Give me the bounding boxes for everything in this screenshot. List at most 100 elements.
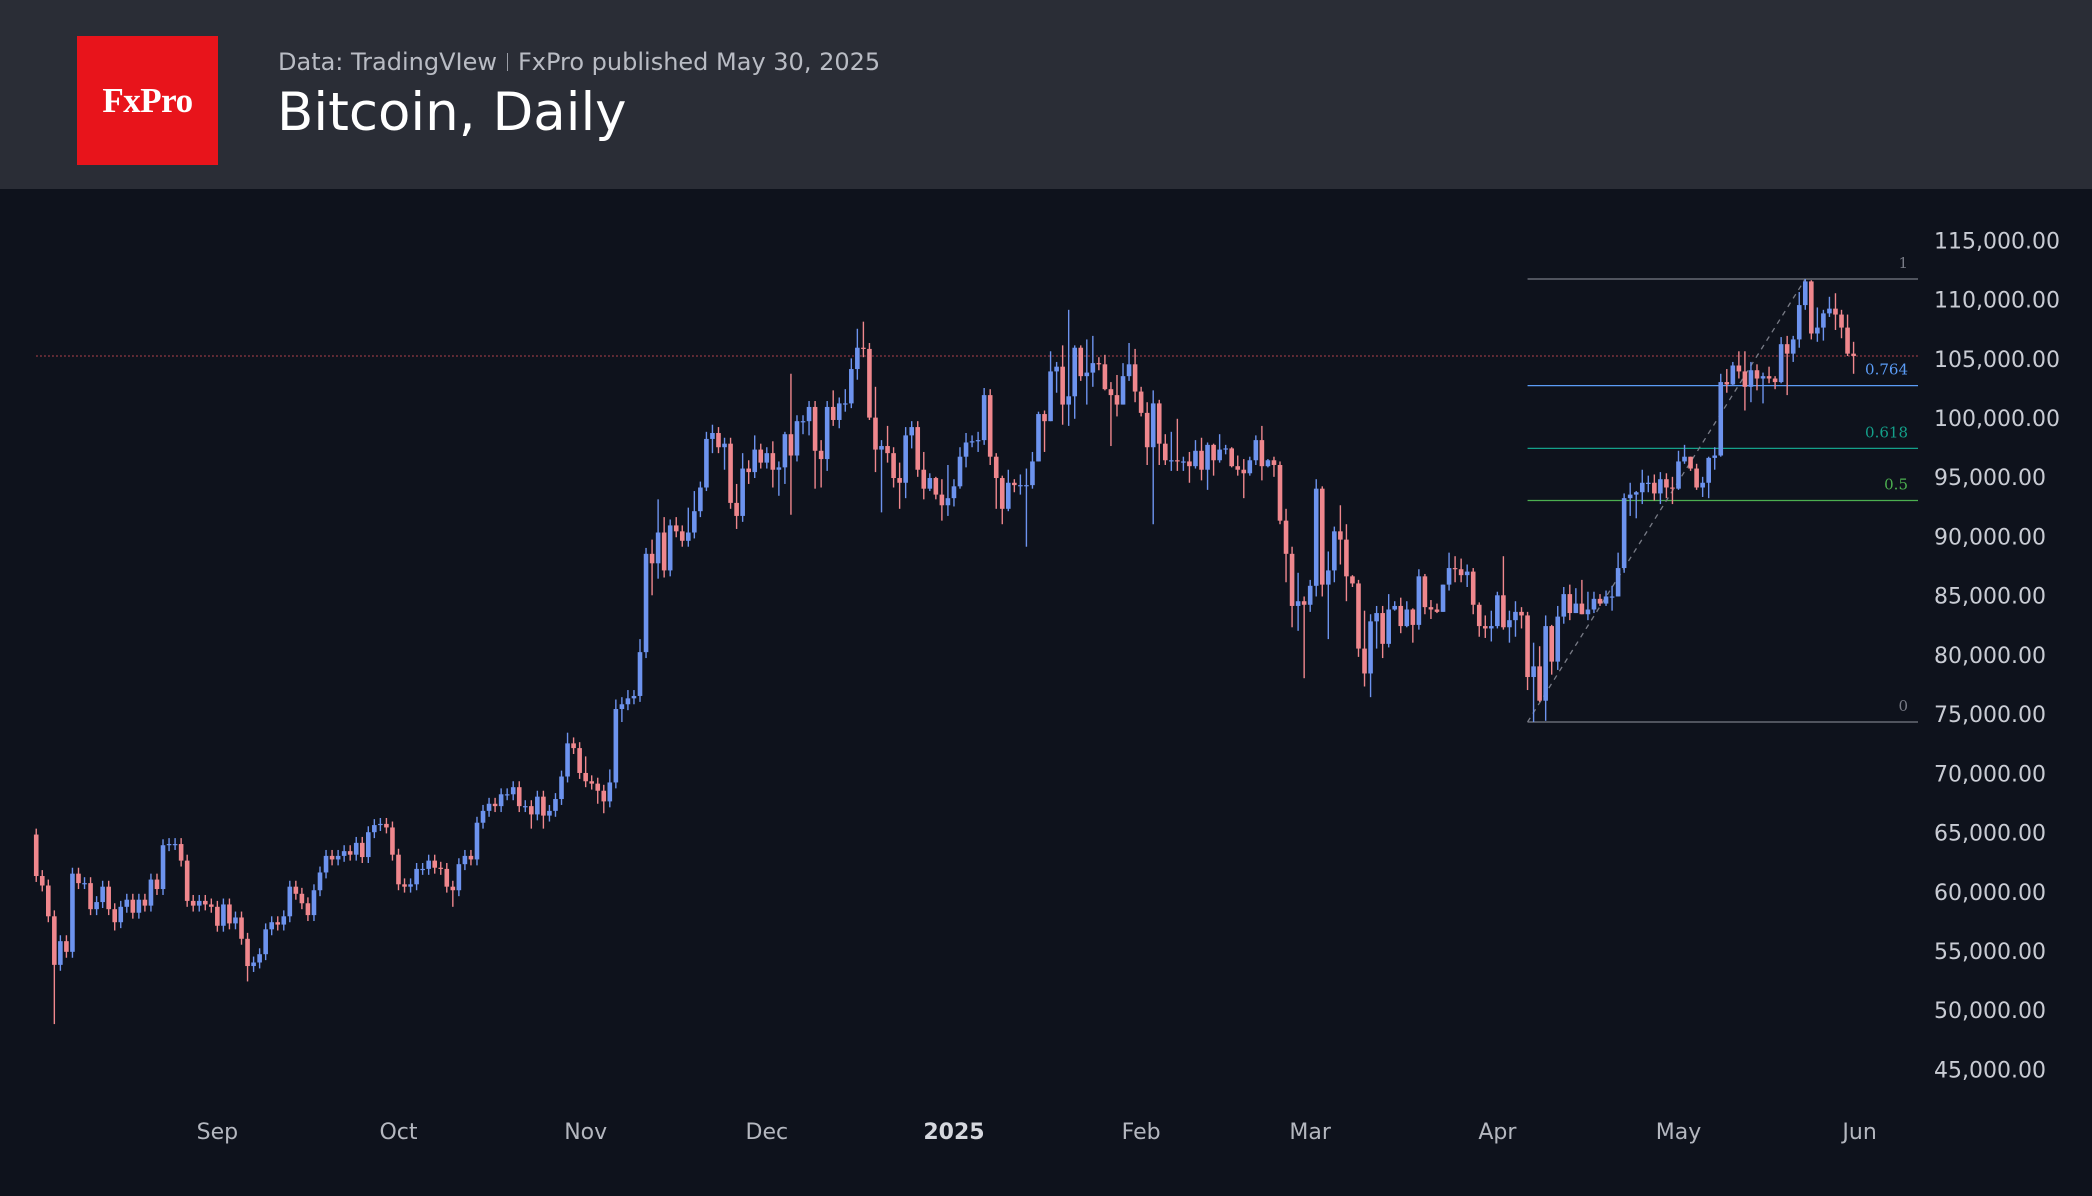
candle-body bbox=[595, 783, 601, 791]
candle-body bbox=[1652, 482, 1657, 494]
candle-body bbox=[335, 855, 341, 860]
candle-body bbox=[1398, 605, 1404, 627]
candle-body bbox=[704, 438, 709, 488]
candle-body bbox=[752, 449, 758, 473]
y-tick-label: 45,000.00 bbox=[1934, 1058, 2046, 1083]
candle-body bbox=[317, 872, 323, 891]
candle-body bbox=[975, 440, 981, 442]
candle-body bbox=[1042, 414, 1047, 422]
candle-body bbox=[148, 879, 154, 906]
candle-body bbox=[849, 369, 854, 404]
y-tick-label: 110,000.00 bbox=[1934, 289, 2060, 314]
y-tick-label: 85,000.00 bbox=[1934, 585, 2046, 610]
candle-body bbox=[1338, 531, 1343, 540]
fib-label: 0.764 bbox=[1865, 361, 1908, 379]
chart-title: Bitcoin, Daily bbox=[277, 82, 627, 143]
candle-body bbox=[541, 796, 546, 816]
candle-body bbox=[939, 494, 945, 506]
candle-body bbox=[1573, 603, 1579, 614]
candle-body bbox=[154, 879, 160, 890]
candle-body bbox=[1211, 444, 1216, 461]
candle-body bbox=[951, 486, 957, 499]
candle-body bbox=[269, 922, 274, 930]
candle-body bbox=[921, 469, 927, 489]
fib-label: 0.5 bbox=[1884, 476, 1908, 494]
candle-body bbox=[1030, 461, 1035, 486]
candle-body bbox=[836, 403, 842, 420]
candle-body bbox=[619, 704, 625, 710]
candle-body bbox=[1223, 448, 1228, 450]
candle-body bbox=[740, 468, 745, 516]
candle-body bbox=[172, 844, 178, 846]
candle-body bbox=[1664, 479, 1669, 488]
candle-body bbox=[341, 851, 347, 856]
candle-body bbox=[160, 845, 166, 890]
candle-body bbox=[396, 854, 401, 885]
candle-body bbox=[402, 884, 407, 887]
candle-body bbox=[559, 776, 564, 800]
candle-body bbox=[1712, 455, 1718, 458]
candle-body bbox=[1458, 569, 1464, 576]
candle-body bbox=[1283, 520, 1289, 554]
x-tick-label: Nov bbox=[564, 1120, 607, 1145]
x-tick-label: Apr bbox=[1478, 1120, 1517, 1145]
candle-body bbox=[1078, 347, 1084, 377]
meta: Data: TradingVIew FxPro published May 30,… bbox=[278, 48, 880, 76]
candle-body bbox=[1706, 457, 1711, 483]
candle-body bbox=[583, 772, 588, 782]
candle-body bbox=[824, 406, 830, 460]
candle-body bbox=[764, 453, 770, 463]
candle-body bbox=[1156, 403, 1162, 444]
y-tick-label: 75,000.00 bbox=[1934, 703, 2046, 728]
candle-body bbox=[257, 954, 262, 963]
candle-body bbox=[221, 904, 226, 926]
candle-body bbox=[1277, 464, 1283, 521]
candle-body bbox=[1766, 376, 1772, 379]
candle-body bbox=[1289, 553, 1295, 606]
candle-body bbox=[64, 941, 69, 952]
candle-body bbox=[1126, 364, 1132, 377]
candle-body bbox=[1199, 450, 1204, 470]
candle-body bbox=[879, 446, 884, 450]
candle-body bbox=[498, 794, 504, 807]
candle-body bbox=[1036, 414, 1041, 462]
candle-body bbox=[1319, 488, 1325, 585]
candle-body bbox=[1501, 595, 1506, 628]
candle-body bbox=[999, 478, 1005, 509]
candle-body bbox=[1603, 596, 1609, 604]
candle-body bbox=[130, 899, 136, 913]
candle-body bbox=[535, 796, 540, 815]
candle-body bbox=[1591, 598, 1597, 610]
candle-body bbox=[770, 453, 776, 470]
candle-body bbox=[1374, 613, 1379, 622]
candle-body bbox=[1646, 482, 1651, 484]
y-tick-label: 90,000.00 bbox=[1934, 525, 2046, 550]
candle-body bbox=[1181, 461, 1186, 463]
candle-body bbox=[202, 900, 208, 905]
candle-body bbox=[1108, 389, 1114, 396]
x-tick-label: Dec bbox=[746, 1120, 789, 1145]
candle-body bbox=[166, 844, 172, 846]
candle-body bbox=[1434, 609, 1440, 612]
candle-body bbox=[1307, 585, 1313, 605]
candle-body bbox=[1476, 604, 1482, 627]
candle-body bbox=[1205, 444, 1210, 470]
candle-body bbox=[861, 347, 866, 349]
candle-body bbox=[1531, 666, 1536, 678]
candle-body bbox=[438, 867, 444, 869]
candle-body bbox=[426, 860, 431, 869]
candle-body bbox=[1839, 314, 1844, 328]
candle-body bbox=[1144, 412, 1150, 448]
candle-body bbox=[1718, 382, 1724, 456]
separator bbox=[506, 53, 508, 71]
candle-body bbox=[1730, 365, 1736, 385]
candle-body bbox=[1796, 305, 1802, 340]
candle-body bbox=[734, 502, 739, 516]
candle-body bbox=[70, 873, 75, 952]
y-tick-label: 55,000.00 bbox=[1934, 940, 2046, 965]
candle-body bbox=[100, 886, 105, 903]
candle-body bbox=[1259, 440, 1265, 467]
candle-body bbox=[710, 433, 715, 439]
candle-body bbox=[625, 698, 631, 705]
candle-body bbox=[1482, 626, 1488, 629]
